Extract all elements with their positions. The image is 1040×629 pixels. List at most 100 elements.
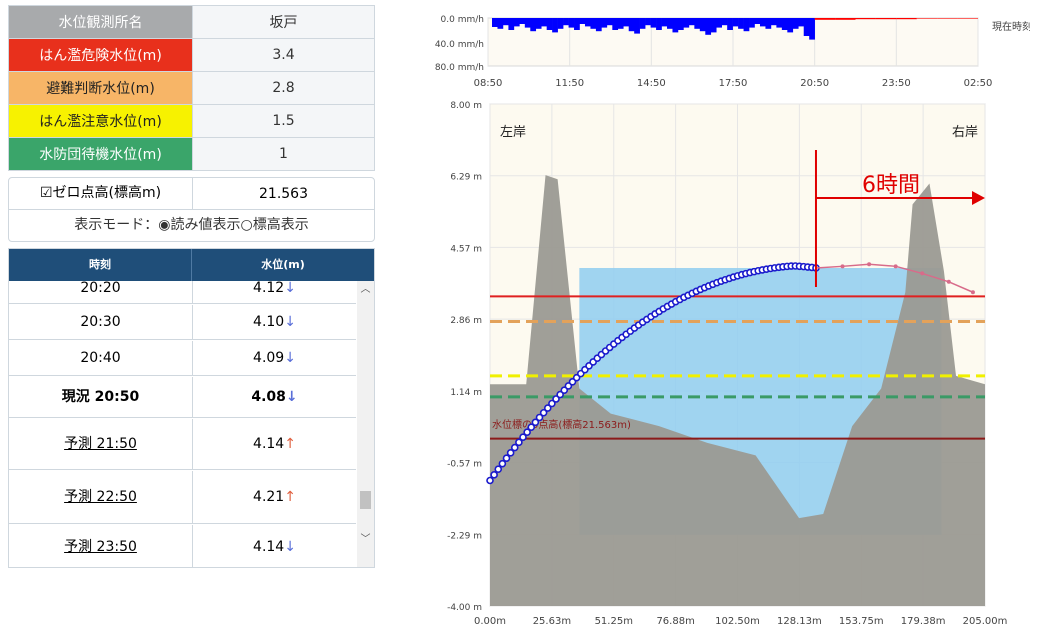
rain-observed-bar: [798, 18, 805, 27]
row-time[interactable]: 予測 22:50: [9, 471, 193, 523]
rain-observed-bar: [634, 18, 640, 34]
row-level-value: 4.12: [253, 281, 285, 296]
mode-elevation-label[interactable]: 標高表示: [252, 217, 309, 233]
observed-level-point: [539, 408, 548, 417]
row-time[interactable]: 予測 21:50: [9, 419, 193, 469]
rain-observed-bar: [502, 18, 509, 26]
observed-level-point: [556, 390, 564, 399]
rain-observed-bar: [595, 18, 602, 32]
row-time[interactable]: 予測 23:50: [9, 525, 193, 567]
rain-observed-bar: [513, 18, 520, 27]
rain-observed-bar: [606, 18, 613, 26]
rain-observed-bar: [508, 18, 515, 30]
rain-observed-bar: [781, 18, 788, 30]
observed-level-point: [523, 428, 531, 436]
row-time: 現況 20:50: [9, 377, 193, 417]
observed-level-point: [552, 395, 560, 403]
zero-point-checkbox[interactable]: ☑: [39, 185, 53, 201]
rain-observed-bar: [694, 18, 701, 29]
rain-observed-bar: [705, 18, 712, 35]
rain-x-tick: 23:50: [882, 78, 911, 89]
observed-level-point: [548, 399, 556, 408]
charts: 0.0 mm/h 40.0 mm/h 80.0 mm/h 08:50 11:50 14:5…: [435, 15, 1030, 627]
rain-observed-bar: [519, 18, 526, 24]
forecast-level-point: [893, 264, 898, 269]
level-row-danger: はん濫危険水位(m) 3.4: [8, 38, 375, 72]
rain-observed-bar: [546, 18, 553, 30]
mode-reading-label[interactable]: 読み値表示: [170, 217, 241, 233]
rain-forecast-bar: [937, 18, 958, 19]
rain-observed-bar: [524, 18, 531, 28]
scroll-up-icon[interactable]: ︿: [360, 284, 371, 295]
observed-level-point: [560, 386, 569, 395]
row-time: 20:40: [9, 341, 193, 375]
forecast-level-point: [840, 264, 845, 269]
rain-observed-bar: [563, 18, 569, 26]
section-x-tick: 128.13m: [777, 616, 822, 627]
scroll-thumb[interactable]: [360, 491, 371, 509]
table-row: 現況 20:50 4.08↓: [9, 377, 356, 418]
rain-observed-bar: [661, 18, 668, 27]
rain-observed-bar: [568, 18, 575, 28]
table-scrollbar[interactable]: ︿ ﹀: [357, 281, 374, 567]
rain-observed-bar: [732, 18, 739, 27]
zero-point-value: 21.563: [259, 185, 308, 202]
rain-observed-bar: [792, 18, 799, 29]
observed-level-point: [506, 449, 515, 457]
row-level: 4.21↑: [193, 471, 356, 523]
row-time: 20:20: [9, 281, 193, 303]
section-x-tick: 25.63m: [533, 616, 571, 627]
table-row: 20:30 4.10↓: [9, 305, 356, 340]
rain-observed-bar: [535, 18, 542, 29]
rain-forecast-bar: [896, 18, 917, 20]
observed-level-point: [531, 418, 540, 427]
section-y-tick: 1.14 m: [450, 388, 482, 398]
standby-level-value: 1: [192, 137, 375, 171]
rain-y-tick: 80.0 mm/h: [435, 63, 484, 73]
row-level-value: 4.14: [253, 539, 285, 555]
rain-observed-bar: [612, 18, 619, 30]
row-level-value: 4.09: [253, 350, 285, 366]
zero-level-label: 水位標の0点高(標高21.563m): [492, 418, 631, 431]
arrow-down-icon: ↓: [284, 314, 296, 330]
section-x-tick: 153.75m: [839, 616, 884, 627]
forecast-level-point: [946, 279, 951, 284]
caution-level-label: はん濫注意水位(m): [8, 104, 193, 138]
rain-observed-bar: [743, 18, 750, 32]
rain-observed-bar: [738, 18, 744, 29]
rain-observed-bar: [552, 18, 558, 33]
section-y-tick: 8.00 m: [450, 101, 482, 111]
rain-x-tick: 08:50: [474, 78, 503, 89]
rain-observed-bar: [579, 18, 586, 24]
rain-observed-bar: [639, 18, 646, 29]
arrow-down-icon: ↓: [284, 539, 296, 555]
rain-observed-bar: [727, 18, 733, 30]
mode-elevation-radio[interactable]: ○: [240, 217, 253, 233]
arrow-down-icon: ↓: [284, 281, 296, 296]
section-y-tick: -2.29 m: [447, 531, 482, 541]
rain-forecast-bar: [814, 18, 836, 20]
section-y-tick: -4.00 m: [447, 603, 482, 613]
level-row-caution: はん濫注意水位(m) 1.5: [8, 104, 375, 138]
table-header: 時刻 水位(m): [9, 249, 374, 281]
rain-observed-bar: [497, 18, 504, 29]
rain-forecast-bar: [916, 18, 938, 19]
caution-level-value: 1.5: [192, 104, 375, 138]
rain-observed-bar: [683, 18, 690, 28]
rain-observed-bar: [716, 18, 722, 28]
rain-observed-bar: [650, 18, 657, 28]
rain-forecast-bar: [835, 18, 856, 20]
arrow-down-icon: ↓: [284, 350, 296, 366]
station-name-value: 坂戸: [192, 5, 375, 39]
rain-observed-bar: [759, 18, 766, 27]
rain-observed-bar: [530, 18, 537, 32]
rain-observed-bar: [623, 18, 630, 27]
rain-observed-bar: [749, 18, 755, 28]
observed-level-point: [486, 476, 494, 485]
mode-reading-radio[interactable]: ◉: [158, 217, 171, 233]
level-row-judge: 避難判断水位(m) 2.8: [8, 71, 375, 105]
rain-observed-bar: [688, 18, 695, 26]
row-time: 20:30: [9, 305, 193, 339]
rain-x-tick: 17:50: [719, 78, 748, 89]
scroll-down-icon[interactable]: ﹀: [360, 534, 371, 545]
